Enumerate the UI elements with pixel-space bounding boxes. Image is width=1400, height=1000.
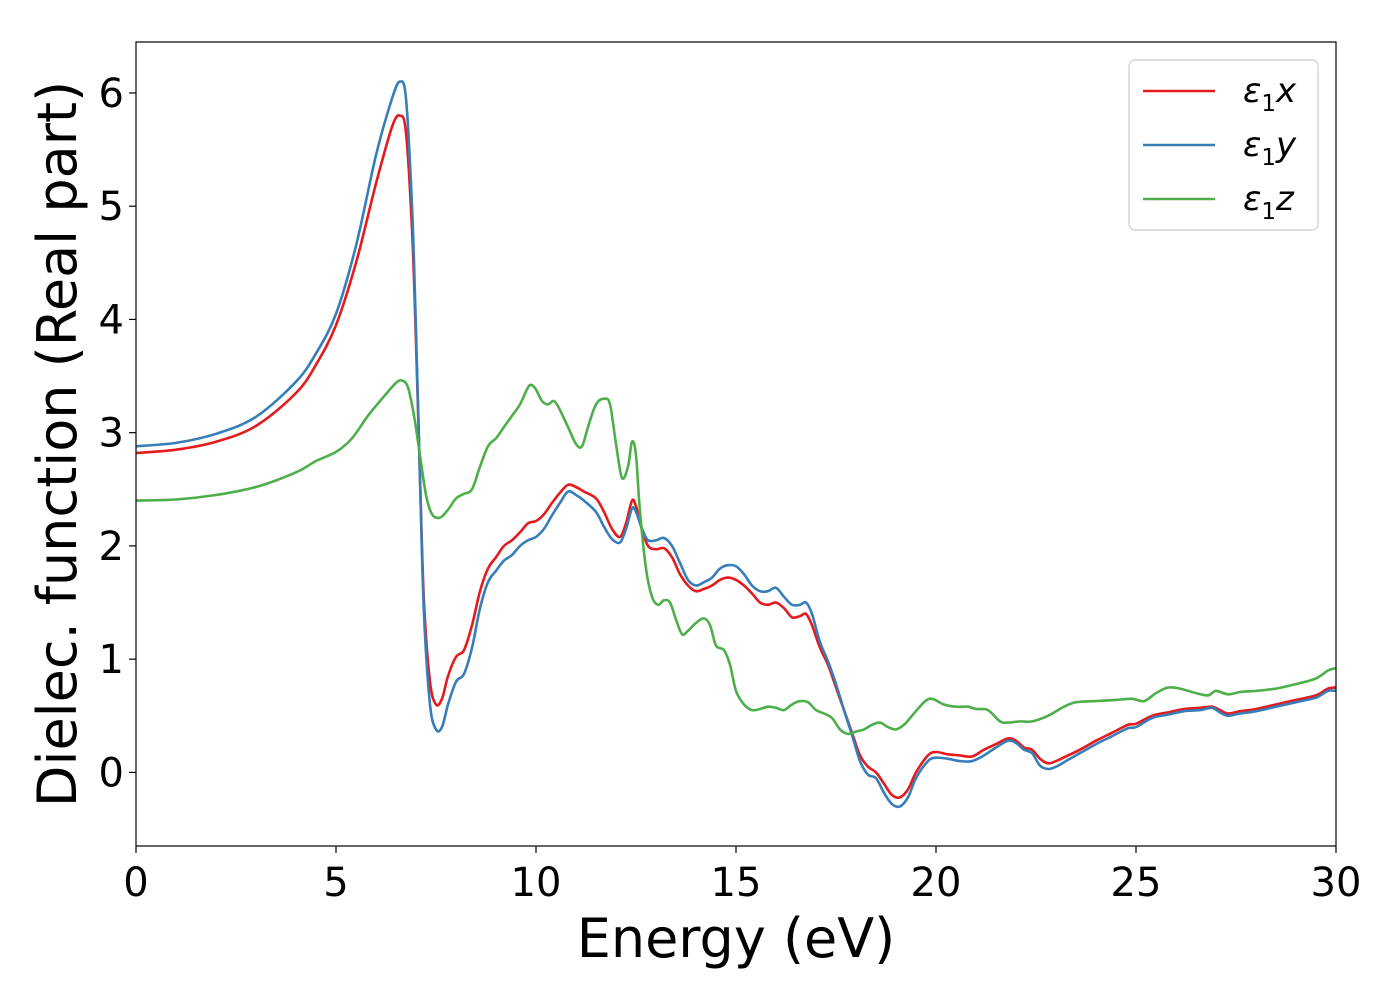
series-line-z	[136, 378, 1336, 736]
x-tick-label: 30	[1311, 860, 1362, 906]
x-axis-ticks: 0 5 10 15 20 25 30	[123, 846, 1361, 906]
legend-label-x: ε1x	[1243, 71, 1297, 117]
x-tick-label: 10	[511, 860, 562, 906]
x-tick-label: 5	[323, 860, 348, 906]
legend-box	[1128, 59, 1319, 231]
x-tick-label: 15	[711, 860, 762, 906]
x-tick-label: 20	[911, 860, 962, 906]
series-line-y	[136, 80, 1336, 809]
y-axis-ticks: 0 1 2 3 4 5 6	[99, 71, 136, 796]
series-lines	[136, 80, 1336, 809]
legend: ε1x ε1y ε1z	[1128, 59, 1319, 231]
y-tick-label: 6	[99, 71, 124, 117]
y-axis-title: Dielec. function (Real part)	[26, 81, 89, 807]
y-tick-label: 4	[99, 297, 124, 343]
y-tick-label: 5	[99, 184, 124, 230]
x-tick-label: 0	[123, 860, 148, 906]
series-line-x	[136, 114, 1336, 799]
y-tick-label: 1	[99, 637, 124, 683]
legend-label-y: ε1y	[1243, 125, 1297, 171]
x-tick-label: 25	[1111, 860, 1162, 906]
x-axis-title: Energy (eV)	[577, 907, 896, 970]
y-tick-label: 2	[99, 524, 124, 570]
y-tick-label: 0	[99, 750, 124, 796]
y-tick-label: 3	[99, 411, 124, 457]
legend-label-z: ε1z	[1243, 179, 1295, 225]
